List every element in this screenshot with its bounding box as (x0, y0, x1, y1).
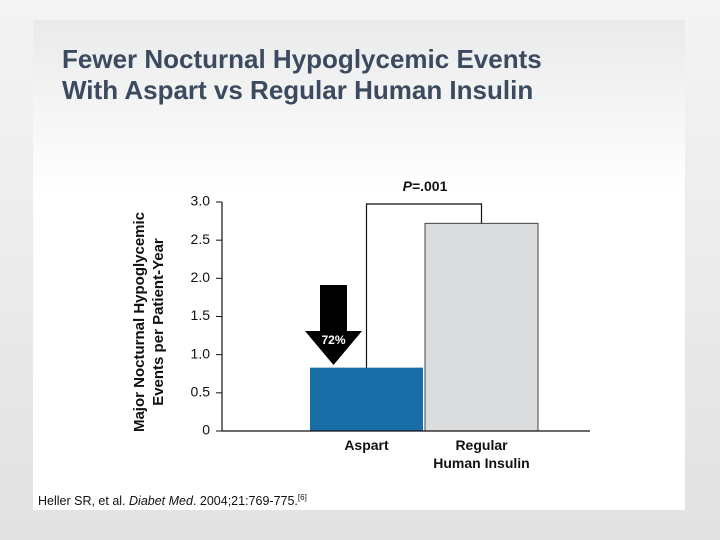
y-axis-label: Events per Patient-Year (150, 238, 167, 406)
y-axis-label: Major Nocturnal Hypoglycemic (131, 212, 148, 432)
reduction-label: 72% (321, 333, 345, 347)
source-authors: Heller SR, et al. (38, 494, 130, 509)
source-ref: [6] (297, 493, 307, 502)
y-tick-label: 2.0 (191, 269, 211, 285)
bar (424, 222, 539, 432)
arrow-head (305, 331, 362, 365)
y-tick-label: 0.5 (191, 384, 211, 400)
bar (310, 367, 423, 431)
y-tick-label: 2.5 (191, 231, 211, 247)
p-value: =.001 (412, 178, 448, 194)
chart-title: Fewer Nocturnal Hypoglycemic Events With… (62, 44, 542, 105)
p-symbol: P (403, 178, 413, 194)
y-tick-label: 1.0 (191, 345, 211, 361)
y-tick-label: 1.5 (191, 307, 211, 323)
significance-bracket (365, 203, 483, 368)
x-tick-label: Regular Human Insulin (433, 437, 530, 471)
y-tick-label: 3.0 (191, 193, 211, 209)
source-journal: Diabet Med (129, 494, 193, 509)
arrow-shaft (320, 285, 347, 331)
y-tick-label: 0 (202, 422, 210, 438)
significance-label: P=.001 (403, 178, 448, 194)
source: Heller SR, et al. Diabet Med. 2004;21:76… (38, 493, 307, 508)
x-tick-label: Aspart (344, 437, 389, 453)
source-details: . 2004;21:769-775. (192, 494, 298, 509)
